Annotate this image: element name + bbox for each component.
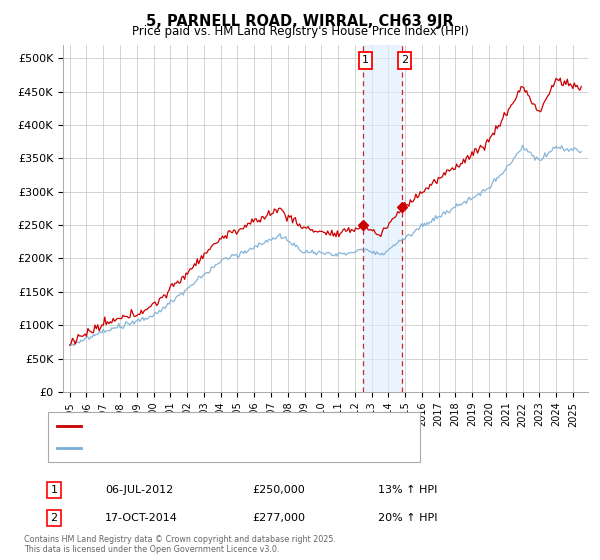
Text: 17-OCT-2014: 17-OCT-2014 <box>105 513 178 523</box>
Text: Price paid vs. HM Land Registry's House Price Index (HPI): Price paid vs. HM Land Registry's House … <box>131 25 469 38</box>
Text: £250,000: £250,000 <box>252 485 305 495</box>
Text: 5, PARNELL ROAD, WIRRAL, CH63 9JR (detached house): 5, PARNELL ROAD, WIRRAL, CH63 9JR (detac… <box>87 421 376 431</box>
Text: Contains HM Land Registry data © Crown copyright and database right 2025.
This d: Contains HM Land Registry data © Crown c… <box>24 535 336 554</box>
Text: 5, PARNELL ROAD, WIRRAL, CH63 9JR: 5, PARNELL ROAD, WIRRAL, CH63 9JR <box>146 14 454 29</box>
Text: 2: 2 <box>401 55 408 66</box>
Text: 1: 1 <box>50 485 58 495</box>
Bar <box>363 45 402 392</box>
Text: £277,000: £277,000 <box>252 513 305 523</box>
Text: HPI: Average price, detached house, Wirral: HPI: Average price, detached house, Wirr… <box>87 443 311 453</box>
Text: 06-JUL-2012: 06-JUL-2012 <box>105 485 173 495</box>
Text: 13% ↑ HPI: 13% ↑ HPI <box>378 485 437 495</box>
Text: 2: 2 <box>50 513 58 523</box>
Text: 20% ↑ HPI: 20% ↑ HPI <box>378 513 437 523</box>
Text: 1: 1 <box>362 55 369 66</box>
